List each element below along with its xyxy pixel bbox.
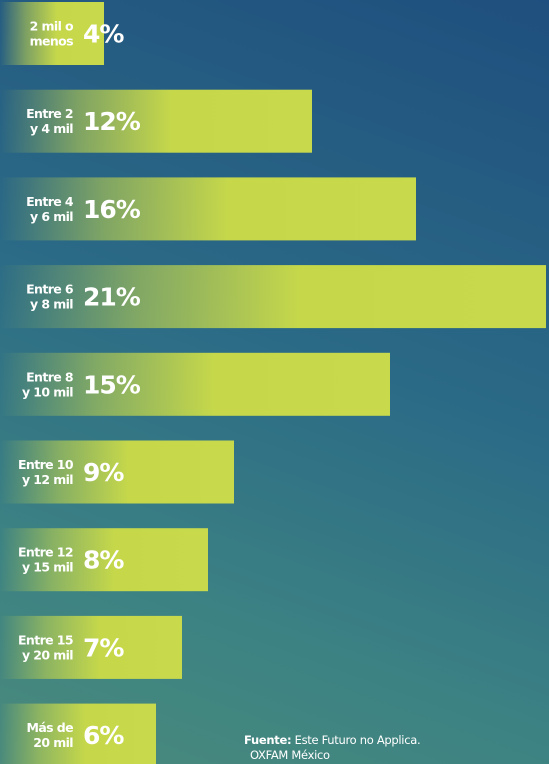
value-label-7: 7%: [83, 633, 124, 662]
value-label-4: 15%: [83, 370, 141, 399]
bar-7: [0, 615, 182, 679]
source-label: Fuente:: [244, 733, 292, 747]
source-text-2: OXFAM México: [250, 748, 330, 762]
category-label-0: 2 mil o menos: [30, 19, 74, 49]
source-text: Este Futuro no Applica.: [294, 733, 421, 747]
bar-3: [0, 265, 546, 329]
source-note: Fuente: Este Futuro no Applica. OXFAM Mé…: [244, 733, 544, 763]
bar-1: [0, 89, 312, 153]
value-label-5: 9%: [83, 458, 124, 487]
category-label-6: Entre 12 y 15 mil: [18, 545, 73, 575]
bar-2: [0, 177, 416, 241]
value-label-3: 21%: [83, 283, 141, 312]
bar-0: [0, 2, 104, 65]
value-label-2: 16%: [83, 195, 141, 224]
value-label-1: 12%: [83, 107, 141, 136]
value-label-0: 4%: [83, 20, 124, 49]
value-label-8: 6%: [83, 721, 124, 750]
value-label-6: 8%: [83, 546, 124, 575]
bar-6: [0, 528, 208, 592]
category-label-7: Entre 15 y 20 mil: [18, 632, 73, 662]
bar-4: [0, 352, 390, 416]
bar-8: [0, 703, 156, 764]
category-label-5: Entre 10 y 12 mil: [18, 457, 74, 487]
bar-5: [0, 440, 234, 504]
category-label-8: Más de 20 mil: [27, 720, 74, 750]
